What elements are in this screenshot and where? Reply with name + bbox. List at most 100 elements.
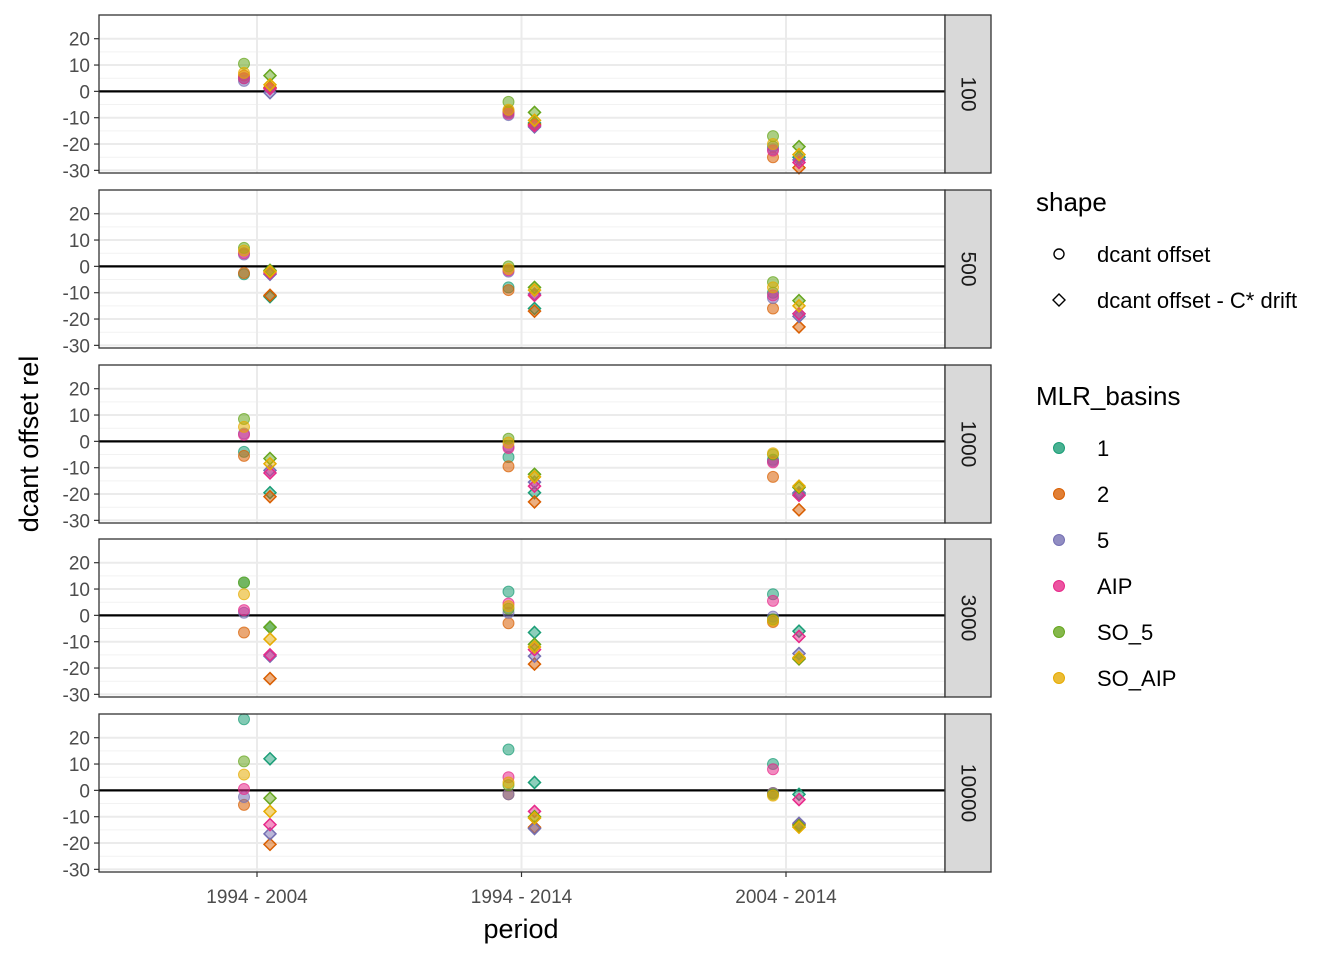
data-point-diamond <box>527 283 542 298</box>
y-tick-label: 0 <box>79 432 90 453</box>
data-point-diamond <box>791 319 807 334</box>
data-point-diamond <box>262 288 278 303</box>
data-point-diamond <box>527 113 542 128</box>
legend-color-label: 5 <box>1097 528 1109 553</box>
data-point-circle <box>767 302 779 315</box>
y-tick-label: 20 <box>69 30 90 51</box>
facet-panel-500: -30 -20 -10 0 10 20 500 <box>63 189 992 357</box>
panels-layer: -30-20-1001020100-30-20-1001020500-30-20… <box>63 14 992 881</box>
x-axis: 1994 - 2004 1994 - 2014 2004 - 2014 <box>206 872 837 908</box>
data-point-circle <box>502 436 515 449</box>
x-tick-label: 1994 - 2014 <box>471 887 573 908</box>
data-point-circle <box>502 460 515 473</box>
data-point-circle <box>502 617 515 630</box>
data-point-diamond <box>791 298 807 313</box>
y-tick-label: -30 <box>63 336 90 357</box>
legend-color-label: SO_5 <box>1097 620 1153 645</box>
data-point-circle <box>238 783 250 796</box>
data-point-diamond <box>527 494 542 509</box>
legend-color-label: SO_AIP <box>1097 666 1176 691</box>
data-point-circle <box>238 768 250 781</box>
y-tick-label: -30 <box>63 860 90 881</box>
data-point-diamond <box>527 479 542 494</box>
data-point-diamond <box>262 489 278 504</box>
data-point-circle <box>238 576 250 589</box>
legend-color-key <box>1053 488 1065 500</box>
legend-shape-title: shape <box>1036 187 1107 217</box>
data-point-diamond <box>262 837 278 852</box>
data-point-diamond <box>262 647 278 662</box>
data-point-diamond <box>527 657 542 672</box>
y-tick-label: -30 <box>63 511 90 532</box>
y-tick-label: -10 <box>63 284 90 305</box>
data-point-diamond <box>791 488 807 503</box>
data-point-circle <box>767 614 779 627</box>
data-point-circle <box>767 594 779 607</box>
data-point-circle <box>238 588 250 601</box>
y-tick-label: -20 <box>63 310 90 331</box>
y-tick-label: 20 <box>69 554 90 575</box>
data-point-diamond <box>791 629 807 644</box>
data-point-circle <box>238 420 250 433</box>
y-tick-label: -10 <box>63 109 90 130</box>
data-point-circle <box>502 600 515 613</box>
facet-strip-label: 3000 <box>957 595 980 642</box>
y-tick-label: -20 <box>63 135 90 156</box>
y-tick-label: -10 <box>63 808 90 829</box>
legend-color-label: 1 <box>1097 436 1109 461</box>
y-tick-label: 10 <box>69 231 90 252</box>
data-point-diamond <box>791 147 807 162</box>
legend-color-label: AIP <box>1097 574 1132 599</box>
y-tick-label: 10 <box>69 56 90 77</box>
data-point-circle <box>238 626 250 639</box>
data-point-diamond <box>527 775 542 790</box>
data-point-diamond <box>791 502 807 517</box>
facet-strip-label: 10000 <box>957 764 980 822</box>
y-tick-label: 0 <box>79 606 90 627</box>
facet-strip-label: 500 <box>957 251 980 286</box>
y-tick-label: 20 <box>69 729 90 750</box>
data-point-diamond <box>262 456 278 471</box>
data-point-diamond <box>527 810 542 826</box>
data-point-diamond <box>527 469 542 484</box>
data-point-circle <box>502 585 515 598</box>
legend-color-label: 2 <box>1097 482 1109 507</box>
y-tick-label: -20 <box>63 659 90 680</box>
legend-color-title: MLR_basins <box>1036 381 1181 411</box>
y-tick-label: 10 <box>69 406 90 427</box>
data-point-diamond <box>527 821 542 836</box>
facet-strip <box>944 364 992 524</box>
data-point-diamond <box>791 820 807 835</box>
data-point-circle <box>238 266 250 279</box>
data-point-diamond <box>262 826 278 841</box>
facet-strip-label: 100 <box>957 76 980 111</box>
x-axis-title: period <box>483 914 558 944</box>
facet-panel-10000: -30 -20 -10 0 10 20 10000 <box>63 713 992 881</box>
facet-strip-label: 1000 <box>957 421 980 468</box>
y-axis-title: dcant offset rel <box>14 356 44 533</box>
facet-strip <box>944 189 992 349</box>
data-point-circle <box>502 776 515 789</box>
data-point-circle <box>502 103 515 116</box>
data-point-diamond <box>791 479 807 494</box>
legend-color-key <box>1053 672 1065 684</box>
y-tick-label: 20 <box>69 380 90 401</box>
facet-strip <box>944 14 992 174</box>
legend-color-key <box>1053 626 1065 638</box>
legend-diamond-key <box>1052 293 1066 307</box>
data-point-circle <box>238 604 250 617</box>
y-tick-label: 10 <box>69 580 90 601</box>
data-point-circle <box>767 763 779 776</box>
facet-panel-3000: -30 -20 -10 0 10 20 3000 <box>63 538 992 706</box>
data-point-diamond <box>262 817 278 832</box>
data-point-circle <box>767 470 779 483</box>
legend: shape dcant offset dcant offset - C* drift… <box>1036 187 1297 691</box>
y-tick-label: -10 <box>63 459 90 480</box>
data-point-diamond <box>791 650 807 665</box>
data-point-diamond <box>791 155 807 170</box>
data-point-diamond <box>262 77 278 92</box>
legend-shape-label: dcant offset <box>1097 242 1210 267</box>
data-point-circle <box>502 263 515 275</box>
y-tick-label: 0 <box>79 781 90 802</box>
data-point-circle <box>238 244 250 257</box>
